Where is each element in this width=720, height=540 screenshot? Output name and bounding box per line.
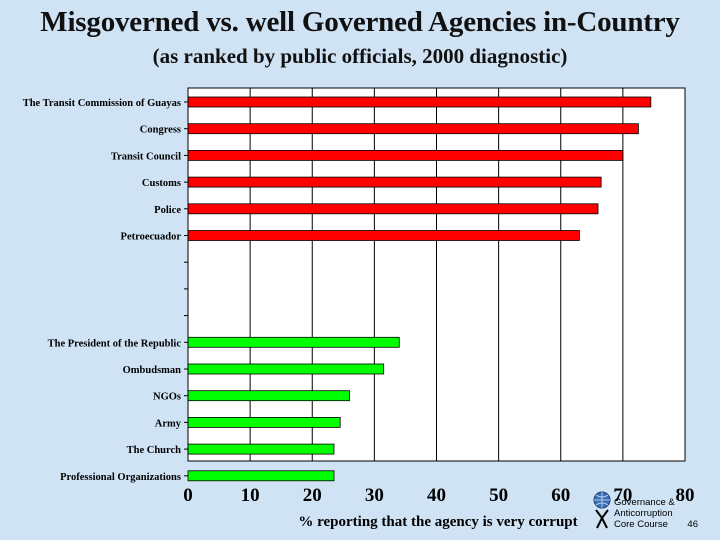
bar-ngos: [187, 390, 350, 402]
bar-congress: [187, 123, 639, 135]
bar-professional-organizations: [187, 470, 335, 482]
bar-the-president-of-the-republic: [187, 336, 400, 348]
category-label: Police: [154, 205, 181, 216]
x-tick-label: 80: [676, 485, 695, 506]
footer-line-1: Governance &: [614, 497, 675, 508]
chart-title: Misgoverned vs. well Governed Agencies i…: [40, 6, 680, 38]
bar-police: [187, 203, 599, 215]
footer: Governance & Anticorruption Core Course …: [614, 497, 718, 530]
x-tick-label: 60: [551, 485, 570, 506]
x-tick-label: 20: [303, 485, 322, 506]
category-label: Congress: [140, 125, 181, 136]
category-label: Customs: [142, 178, 181, 189]
x-tick-label: 10: [241, 485, 260, 506]
course-logo-icon: [593, 491, 611, 529]
bar-army: [187, 416, 341, 428]
x-tick-label: 40: [427, 485, 446, 506]
footer-course: Core Course: [614, 519, 668, 530]
bar-the-church: [187, 443, 335, 455]
category-label: The President of the Republic: [48, 338, 182, 349]
footer-line-2: Anticorruption: [614, 508, 673, 519]
category-label: NGOs: [153, 392, 181, 403]
category-label: Professional Organizations: [60, 472, 181, 483]
x-tick-label: 70: [613, 485, 632, 506]
x-tick-labels: 0 10 20 30 40 50 60 70 80: [183, 485, 694, 506]
x-tick-label: 0: [183, 485, 193, 506]
page-number: 46: [687, 519, 698, 530]
category-label: Army: [155, 418, 182, 429]
category-label: Ombudsman: [123, 365, 182, 376]
category-label: Transit Council: [111, 151, 181, 162]
bar-the-transit-commission-of-guayas: [187, 96, 652, 108]
chart-subtitle: (as ranked by public officials, 2000 dia…: [152, 44, 568, 68]
x-axis-label: % reporting that the agency is very corr…: [298, 514, 577, 530]
bar-customs: [187, 176, 602, 188]
bars: [187, 96, 652, 482]
category-labels: The Transit Commission of Guayas Congress…: [23, 98, 188, 483]
category-label: The Church: [127, 445, 182, 456]
bar-ombudsman: [187, 363, 385, 375]
bar-petroecuador: [187, 230, 580, 241]
category-label: Petroecuador: [121, 232, 182, 243]
category-label: The Transit Commission of Guayas: [23, 98, 181, 109]
x-tick-label: 30: [365, 485, 384, 506]
bar-transit-council: [187, 149, 624, 161]
x-tick-label: 50: [489, 485, 508, 506]
